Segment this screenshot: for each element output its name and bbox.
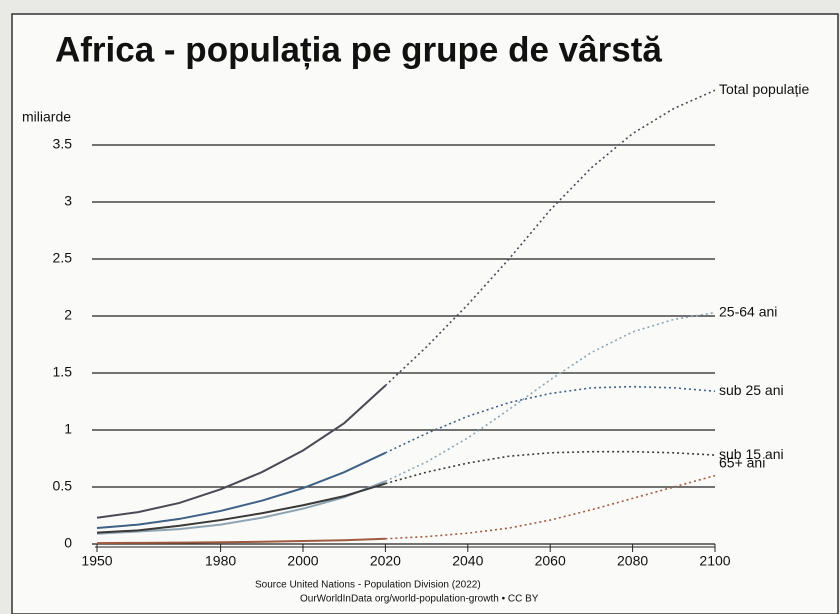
y-axis-label: miliarde [22,109,71,125]
series-projection [385,474,716,540]
y-tick-label: 2.5 [53,250,73,266]
x-tick-label: 1980 [205,553,236,569]
y-tick-label: 0 [64,535,72,551]
series-label: sub 25 ani [719,382,784,398]
series-line [96,480,386,535]
y-tick-label: 3 [64,193,72,209]
x-tick-label: 2040 [452,553,483,569]
series-label: 25-64 ani [719,303,777,319]
series-line [96,482,386,534]
series-projection [385,450,716,485]
x-tick-label: 2060 [535,553,566,569]
series-line [96,537,386,545]
series-projection [385,385,716,454]
x-tick-label: 1950 [81,553,112,569]
series-label: Total populație [719,81,810,97]
x-tick-label: 2100 [699,553,730,569]
series-line [96,384,387,519]
x-tick-label: 2000 [287,553,318,569]
series-line [96,451,386,530]
series-projection [385,311,716,483]
y-tick-label: 2 [64,307,72,323]
x-tick-label: 2020 [370,553,401,569]
series-projection [384,89,716,387]
y-tick-label: 3.5 [53,136,73,152]
slide-frame [11,13,839,614]
chart-title: Africa - populația pe grupe de vârstă [55,30,662,69]
source: Source United Nations - Population Divis… [255,580,481,591]
series-label: 65+ ani [719,454,765,470]
y-tick-label: 0.5 [53,478,73,494]
series-label: sub 15 ani [719,446,784,462]
y-tick-label: 1.5 [53,364,73,380]
y-tick-label: 1 [64,421,72,437]
source: OurWorldInData org/world-population-grow… [300,594,539,605]
x-tick-label: 2080 [617,553,648,569]
